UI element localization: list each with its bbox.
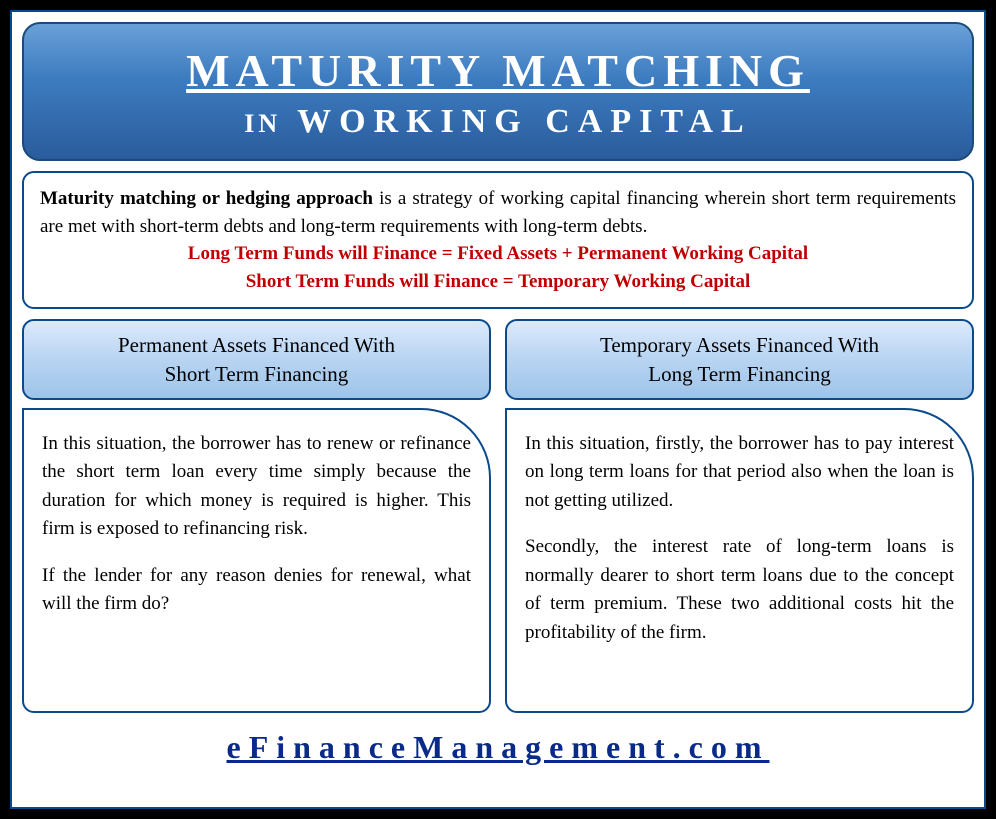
right-header-line1: Temporary Assets Financed With bbox=[515, 331, 964, 359]
red-equation-2: Short Term Funds will Finance = Temporar… bbox=[40, 268, 956, 296]
subtitle-main: WORKING CAPITAL bbox=[297, 103, 752, 140]
right-para-1: In this situation, firstly, the borrower… bbox=[525, 430, 954, 516]
header-banner: MATURITY MATCHING IN WORKING CAPITAL bbox=[22, 22, 974, 161]
left-column-body: In this situation, the borrower has to r… bbox=[22, 408, 491, 713]
right-column: Temporary Assets Financed With Long Term… bbox=[505, 319, 974, 713]
right-header-line2: Long Term Financing bbox=[515, 360, 964, 388]
left-para-1: In this situation, the borrower has to r… bbox=[42, 430, 471, 544]
left-para-2: If the lender for any reason denies for … bbox=[42, 562, 471, 619]
description-text: Maturity matching or hedging approach is… bbox=[40, 188, 956, 237]
left-header-line2: Short Term Financing bbox=[32, 360, 481, 388]
right-column-body: In this situation, firstly, the borrower… bbox=[505, 408, 974, 713]
description-lead-bold: Maturity matching or hedging approach bbox=[40, 188, 373, 209]
subtitle-prefix: IN bbox=[244, 109, 281, 138]
left-header-line1: Permanent Assets Financed With bbox=[32, 331, 481, 359]
left-column-header: Permanent Assets Financed With Short Ter… bbox=[22, 319, 491, 400]
red-equation-1: Long Term Funds will Finance = Fixed Ass… bbox=[40, 240, 956, 268]
description-box: Maturity matching or hedging approach is… bbox=[22, 171, 974, 309]
footer-link[interactable]: eFinanceManagement.com bbox=[226, 729, 769, 765]
footer: eFinanceManagement.com bbox=[22, 729, 974, 766]
right-para-2: Secondly, the interest rate of long-term… bbox=[525, 533, 954, 647]
columns-row: Permanent Assets Financed With Short Ter… bbox=[22, 319, 974, 713]
header-title: MATURITY MATCHING bbox=[34, 44, 962, 97]
header-subtitle: IN WORKING CAPITAL bbox=[34, 103, 962, 141]
left-column: Permanent Assets Financed With Short Ter… bbox=[22, 319, 491, 713]
infographic-container: MATURITY MATCHING IN WORKING CAPITAL Mat… bbox=[10, 10, 986, 809]
right-column-header: Temporary Assets Financed With Long Term… bbox=[505, 319, 974, 400]
